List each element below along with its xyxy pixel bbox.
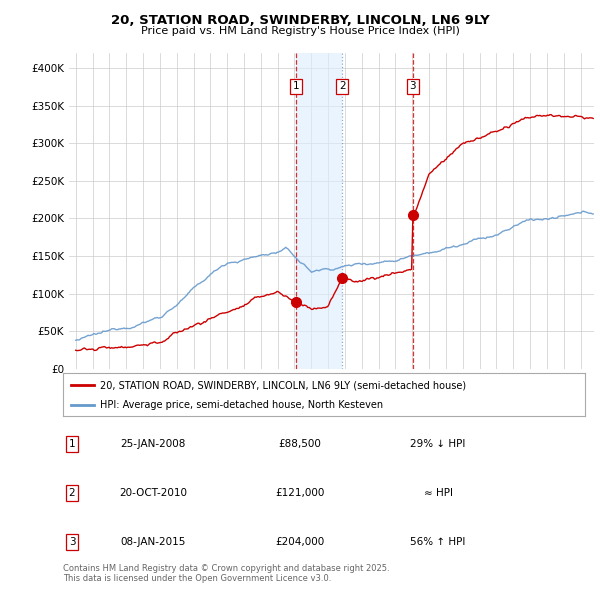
Text: 3: 3 bbox=[409, 81, 416, 91]
Text: 3: 3 bbox=[68, 537, 76, 547]
Text: £204,000: £204,000 bbox=[275, 537, 325, 547]
Text: 2: 2 bbox=[68, 488, 76, 498]
Text: ≈ HPI: ≈ HPI bbox=[424, 488, 452, 498]
Text: Price paid vs. HM Land Registry's House Price Index (HPI): Price paid vs. HM Land Registry's House … bbox=[140, 26, 460, 35]
Text: HPI: Average price, semi-detached house, North Kesteven: HPI: Average price, semi-detached house,… bbox=[100, 401, 383, 410]
Text: 20-OCT-2010: 20-OCT-2010 bbox=[119, 488, 187, 498]
Text: 20, STATION ROAD, SWINDERBY, LINCOLN, LN6 9LY: 20, STATION ROAD, SWINDERBY, LINCOLN, LN… bbox=[110, 14, 490, 27]
Text: 1: 1 bbox=[68, 439, 76, 449]
Text: £88,500: £88,500 bbox=[278, 439, 322, 449]
Text: £121,000: £121,000 bbox=[275, 488, 325, 498]
Text: Contains HM Land Registry data © Crown copyright and database right 2025.
This d: Contains HM Land Registry data © Crown c… bbox=[63, 563, 389, 583]
Text: 25-JAN-2008: 25-JAN-2008 bbox=[121, 439, 185, 449]
Text: 08-JAN-2015: 08-JAN-2015 bbox=[121, 537, 185, 547]
Text: 56% ↑ HPI: 56% ↑ HPI bbox=[410, 537, 466, 547]
Text: 2: 2 bbox=[339, 81, 346, 91]
Text: 20, STATION ROAD, SWINDERBY, LINCOLN, LN6 9LY (semi-detached house): 20, STATION ROAD, SWINDERBY, LINCOLN, LN… bbox=[100, 381, 466, 391]
Text: 1: 1 bbox=[292, 81, 299, 91]
Text: 29% ↓ HPI: 29% ↓ HPI bbox=[410, 439, 466, 449]
Bar bbox=[296, 53, 342, 369]
